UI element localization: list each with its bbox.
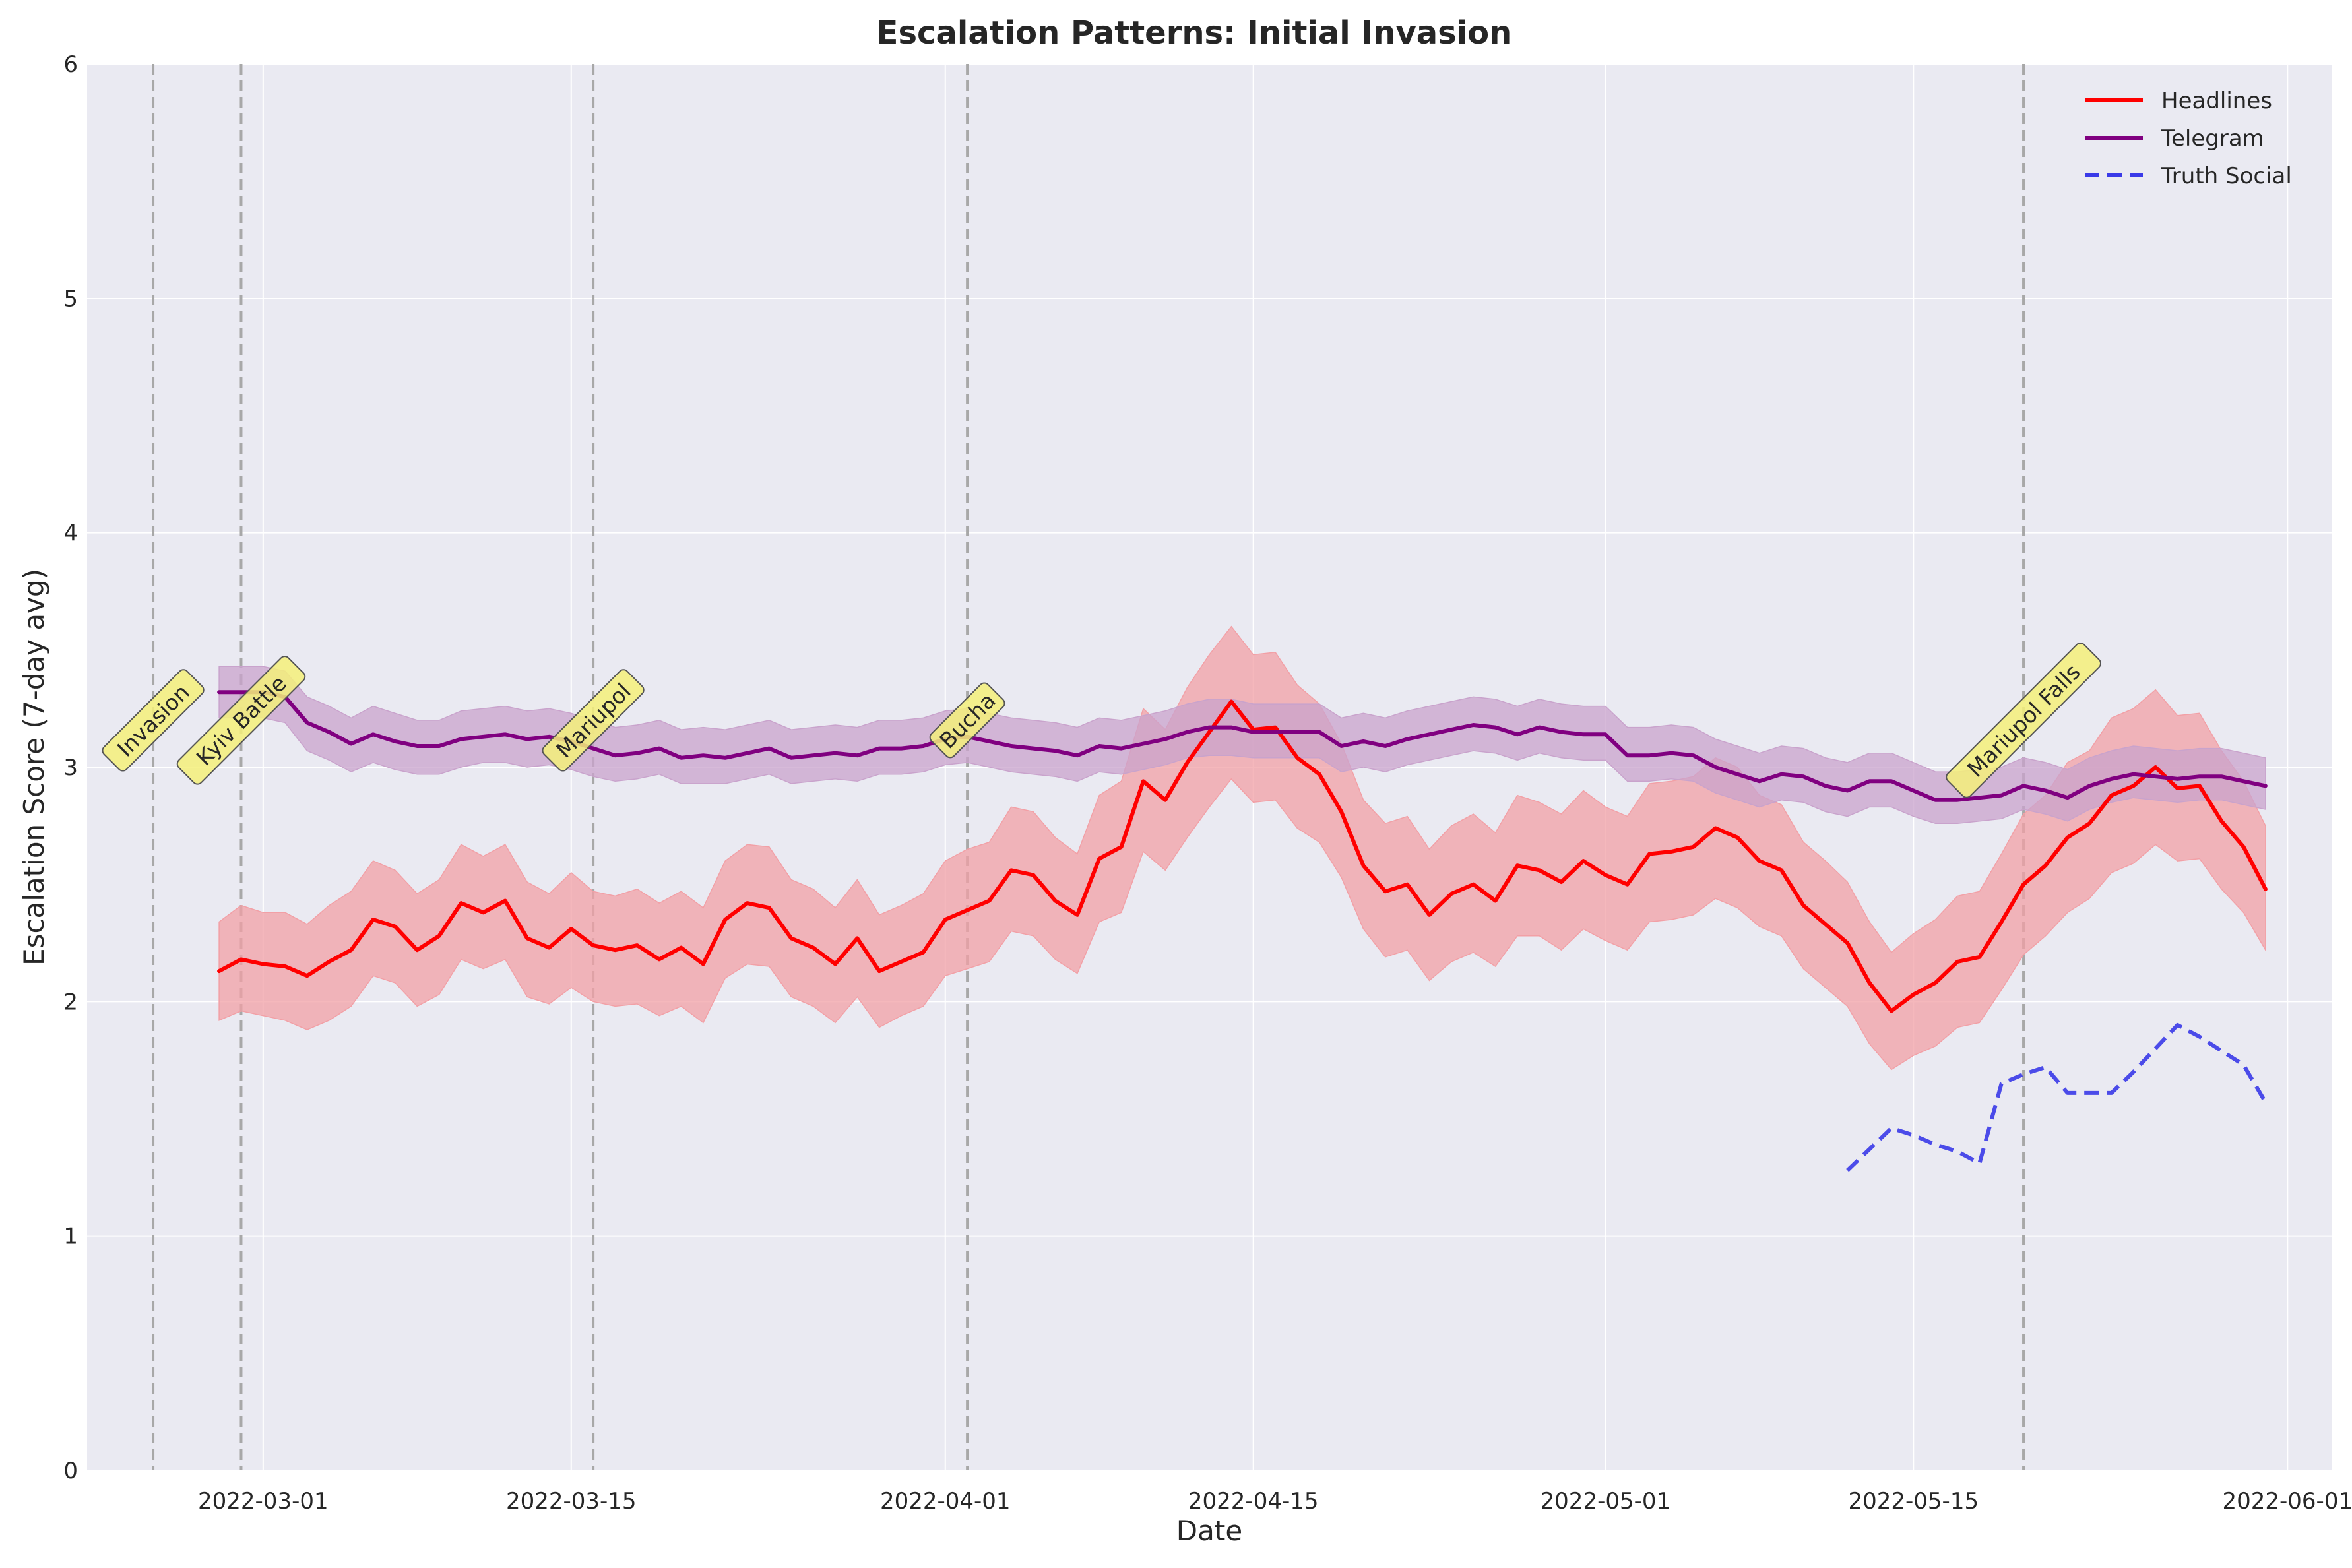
x-tick-label: 2022-04-01 <box>880 1488 1011 1515</box>
event-label-box <box>102 669 205 772</box>
event-label-box <box>1946 643 2101 798</box>
legend-label: Truth Social <box>2161 163 2292 189</box>
x-tick-label: 2022-05-01 <box>1541 1488 1671 1515</box>
y-tick-label: 4 <box>63 520 78 547</box>
legend: Headlines Telegram Truth Social <box>2085 88 2292 189</box>
x-axis-label: Date <box>1176 1515 1242 1547</box>
band-headlines <box>218 625 2266 1071</box>
legend-label: Telegram <box>2161 125 2264 152</box>
event-label-box <box>929 682 1005 759</box>
series-line-truth-social <box>1846 1022 2268 1172</box>
x-tick-label: 2022-03-01 <box>198 1488 329 1515</box>
x-tick-label: 2022-04-15 <box>1188 1488 1319 1515</box>
y-tick-label: 3 <box>63 755 78 781</box>
x-axis-ticks: 2022-03-01 2022-03-15 2022-04-01 2022-04-15… <box>198 1488 2352 1515</box>
x-tick-label: 2022-05-15 <box>1848 1488 1979 1515</box>
confidence-bands <box>218 625 2266 1071</box>
y-tick-label: 1 <box>63 1224 78 1250</box>
legend-label: Headlines <box>2161 88 2272 114</box>
y-axis-label: Escalation Score (7-day avg) <box>18 569 50 966</box>
y-tick-label: 2 <box>63 989 78 1015</box>
y-axis-ticks: 0 1 2 3 4 5 6 <box>63 51 78 1484</box>
y-tick-label: 6 <box>63 51 78 78</box>
band-telegram <box>218 666 2266 825</box>
chart-title: Escalation Patterns: Initial Invasion <box>877 15 1512 51</box>
x-tick-label: 2022-06-01 <box>2222 1488 2352 1515</box>
x-tick-label: 2022-03-15 <box>506 1488 637 1515</box>
y-tick-label: 0 <box>63 1458 78 1484</box>
series-line-headlines <box>217 699 2268 1013</box>
event-label-box <box>542 669 645 772</box>
y-tick-label: 5 <box>63 286 78 312</box>
event-label-box <box>176 656 306 785</box>
